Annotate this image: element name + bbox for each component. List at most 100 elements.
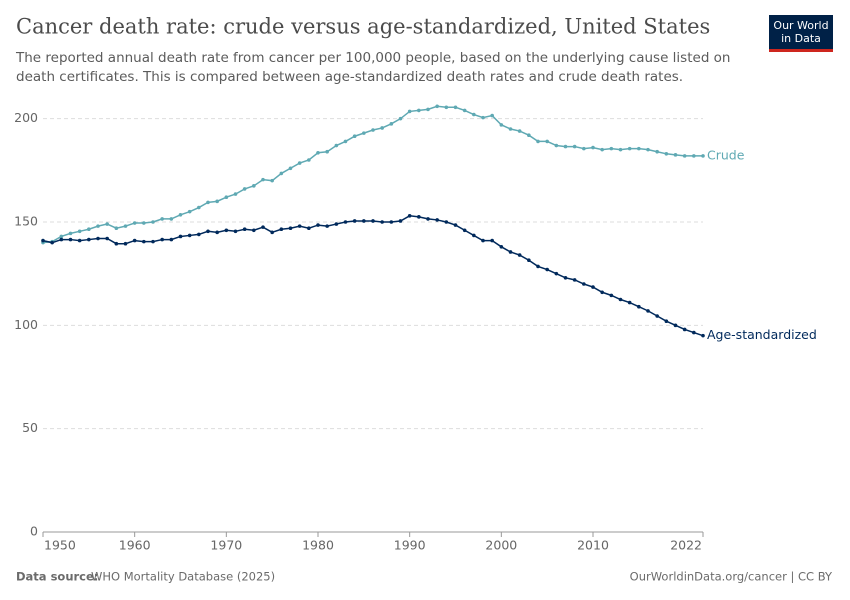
point: [646, 147, 650, 152]
point: [444, 220, 449, 224]
point: [563, 276, 568, 280]
point: [160, 217, 164, 221]
point: [655, 149, 659, 154]
series-label: Crude: [707, 147, 745, 162]
point: [362, 131, 366, 135]
point: [444, 105, 449, 110]
x-tick-label: 1980: [302, 538, 334, 553]
point: [637, 146, 641, 151]
point: [472, 233, 476, 238]
credit[interactable]: OurWorldinData.org/cancer | CC BY: [630, 570, 833, 584]
point: [343, 220, 348, 224]
point: [435, 218, 439, 222]
point: [572, 144, 577, 149]
point: [68, 231, 73, 236]
point: [472, 112, 476, 117]
point: [114, 226, 119, 230]
point: [591, 285, 595, 289]
point: [343, 139, 348, 144]
point: [600, 290, 604, 295]
point: [59, 237, 64, 242]
subtitle: death certificates. This is compared bet…: [16, 69, 683, 85]
point: [517, 253, 522, 257]
point: [545, 139, 549, 144]
point: [591, 145, 595, 150]
point: [627, 300, 632, 305]
point: [417, 108, 421, 113]
point: [371, 219, 375, 223]
point: [582, 146, 586, 151]
y-tick-label: 0: [30, 524, 38, 539]
point: [114, 241, 119, 246]
point: [692, 154, 696, 158]
point: [151, 239, 155, 244]
point: [316, 150, 320, 155]
y-tick-label: 150: [14, 214, 38, 229]
point: [105, 222, 109, 226]
point: [582, 282, 586, 286]
point: [96, 236, 100, 241]
x-tick-label: 1990: [394, 538, 426, 553]
chart-title: Cancer death rate: crude versus age-stan…: [16, 15, 710, 39]
point: [490, 113, 494, 118]
point: [682, 327, 687, 332]
y-tick-label: 50: [22, 420, 38, 435]
point: [609, 293, 614, 298]
point: [554, 143, 559, 148]
x-tick-label: 2000: [485, 538, 517, 553]
point: [398, 116, 403, 121]
point: [389, 220, 394, 224]
x-tick-label: 1960: [119, 538, 151, 553]
point: [673, 323, 678, 328]
point: [252, 184, 256, 188]
point: [334, 222, 339, 226]
point: [554, 271, 559, 276]
point: [646, 309, 650, 313]
point: [600, 147, 604, 152]
subtitle: The reported annual death rate from canc…: [15, 50, 731, 66]
logo[interactable]: Our World in Data: [769, 15, 833, 52]
point: [197, 232, 201, 237]
point: [68, 237, 73, 242]
point: [407, 214, 412, 218]
point: [242, 227, 247, 232]
point: [233, 192, 238, 196]
point: [279, 171, 284, 176]
point: [87, 227, 91, 232]
point: [270, 178, 274, 183]
point: [499, 123, 504, 127]
point: [637, 304, 641, 309]
point: [462, 108, 467, 113]
point: [252, 228, 256, 233]
x-tick-label: 2010: [577, 538, 609, 553]
point: [77, 229, 82, 234]
point: [508, 127, 513, 131]
point: [132, 238, 137, 243]
point: [316, 223, 320, 227]
point: [261, 225, 265, 229]
point: [426, 107, 430, 112]
point: [187, 209, 192, 214]
point: [224, 228, 229, 233]
point: [59, 234, 64, 239]
point: [545, 267, 549, 272]
point: [288, 166, 293, 171]
point: [261, 177, 265, 182]
source[interactable]: WHO Mortality Database (2025): [91, 570, 275, 584]
point: [536, 139, 540, 144]
point: [389, 122, 394, 126]
point: [563, 144, 568, 149]
point: [50, 240, 54, 245]
point: [178, 212, 183, 217]
point: [215, 230, 219, 235]
point: [481, 115, 485, 120]
point: [288, 226, 293, 230]
point: [169, 217, 174, 221]
point: [664, 152, 669, 156]
point: [87, 237, 91, 242]
logo-bar: [769, 49, 833, 52]
point: [178, 234, 183, 239]
logo-box: [769, 15, 833, 49]
point: [77, 238, 82, 243]
